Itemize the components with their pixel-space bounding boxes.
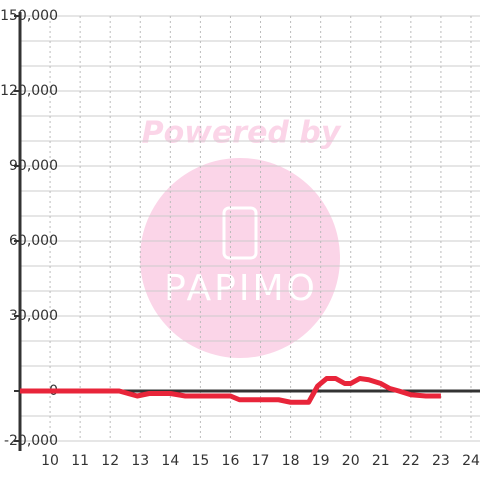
x-tick-label: 20 [342, 453, 360, 469]
x-tick-label: 21 [372, 453, 390, 469]
line [20, 376, 441, 405]
watermark-caption: Powered by [142, 116, 342, 151]
x-tick-label: 23 [432, 453, 450, 469]
watermark: Powered by PAPIMO [140, 116, 342, 358]
x-tick-label: 12 [101, 453, 119, 469]
x-tick-label: 16 [222, 453, 240, 469]
y-tick-label: 150,000 [0, 8, 58, 24]
x-tick-label: 19 [312, 453, 330, 469]
y-tick-label: 90,000 [9, 158, 58, 174]
y-tick-label: 30,000 [9, 308, 58, 324]
y-tick-label: -20,000 [4, 433, 58, 449]
x-tick-label: 10 [41, 453, 59, 469]
x-tick-label: 13 [131, 453, 149, 469]
x-tick-label: 14 [161, 453, 179, 469]
y-tick-label: 120,000 [0, 83, 58, 99]
x-tick-label: 22 [402, 453, 420, 469]
watermark-phone [222, 206, 258, 260]
x-tick-label: 17 [252, 453, 270, 469]
x-tick-label: 11 [71, 453, 89, 469]
watermark-logo: PAPIMO [164, 268, 318, 309]
x-tick-label: 18 [282, 453, 300, 469]
y-tick-label: 60,000 [9, 233, 58, 249]
x-tick-label: 24 [462, 453, 480, 469]
x-tick-label: 15 [191, 453, 209, 469]
